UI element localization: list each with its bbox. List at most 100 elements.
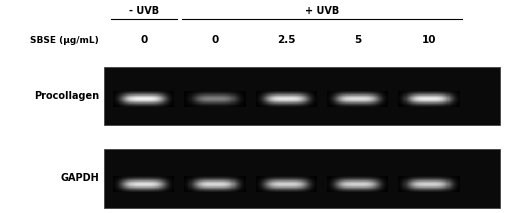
Bar [145,99,146,100]
Bar [203,91,204,92]
Bar [285,188,287,189]
Bar [263,102,264,103]
Bar [341,97,342,98]
Bar [440,97,441,98]
Bar [276,99,277,100]
Bar [128,99,129,100]
Bar [334,183,335,184]
Bar [220,100,221,101]
Bar [356,179,357,180]
Bar [360,100,361,101]
Bar [215,180,216,181]
Bar [116,94,117,95]
Bar [398,190,399,191]
Bar [309,179,310,180]
Bar [348,94,350,95]
Bar [398,99,399,100]
Bar [409,192,410,193]
Bar [205,106,206,107]
Bar [141,189,142,190]
Bar [386,190,387,191]
Bar [264,101,265,102]
Bar [315,98,316,99]
Bar [420,103,421,104]
Bar [423,187,424,188]
Bar [429,180,430,181]
Bar [193,188,194,189]
Bar [452,94,453,95]
Bar [145,179,146,180]
Bar [262,190,263,191]
Bar [133,91,134,92]
Bar [405,104,406,105]
Bar [207,183,208,184]
Bar [330,91,331,92]
Bar [410,180,411,181]
Bar [299,191,300,192]
Bar [427,99,428,100]
Bar [365,104,366,105]
Bar [208,182,209,183]
Bar [196,185,197,186]
Bar [135,106,136,107]
Bar [384,182,385,183]
Bar [236,192,237,193]
Bar [202,96,203,97]
Bar [270,191,271,192]
Bar [290,181,291,182]
Bar [433,98,434,99]
Bar [432,191,433,192]
Bar [187,176,188,177]
Bar [131,181,132,182]
Bar [160,91,161,92]
Bar [130,101,131,102]
Bar [280,189,281,190]
Bar [387,95,388,96]
Bar [355,179,356,180]
Bar [132,185,133,186]
Bar [145,104,146,105]
Bar [290,190,291,191]
Bar [373,96,374,97]
Bar [416,189,417,190]
Bar [117,92,118,93]
Bar [171,176,172,177]
Bar [405,187,406,188]
Bar [401,91,402,92]
Bar [378,96,379,97]
Bar [142,98,143,99]
Bar [296,92,297,93]
Bar [378,192,379,193]
Bar [132,181,133,182]
Bar [441,192,442,193]
Bar [125,103,126,104]
Bar [256,100,257,101]
Bar [188,102,189,103]
Bar [194,104,195,105]
Bar [449,100,450,101]
Bar [451,105,452,106]
Bar [327,185,328,186]
Bar [378,176,379,177]
Bar [298,103,299,104]
Bar [437,178,438,179]
Bar [187,187,188,188]
Bar [194,189,195,190]
Bar [360,181,361,182]
Bar [194,191,195,192]
Bar [279,177,280,178]
Bar [421,93,422,94]
Bar [430,95,431,96]
Bar [144,178,145,179]
Bar [355,102,356,103]
Bar [219,98,220,99]
Bar [352,93,353,94]
Bar [122,180,123,181]
Bar [237,97,238,98]
Bar [284,190,285,191]
Bar [231,103,232,104]
Bar [437,102,438,103]
Bar [156,181,157,182]
Bar [185,92,186,93]
Bar [388,188,389,189]
